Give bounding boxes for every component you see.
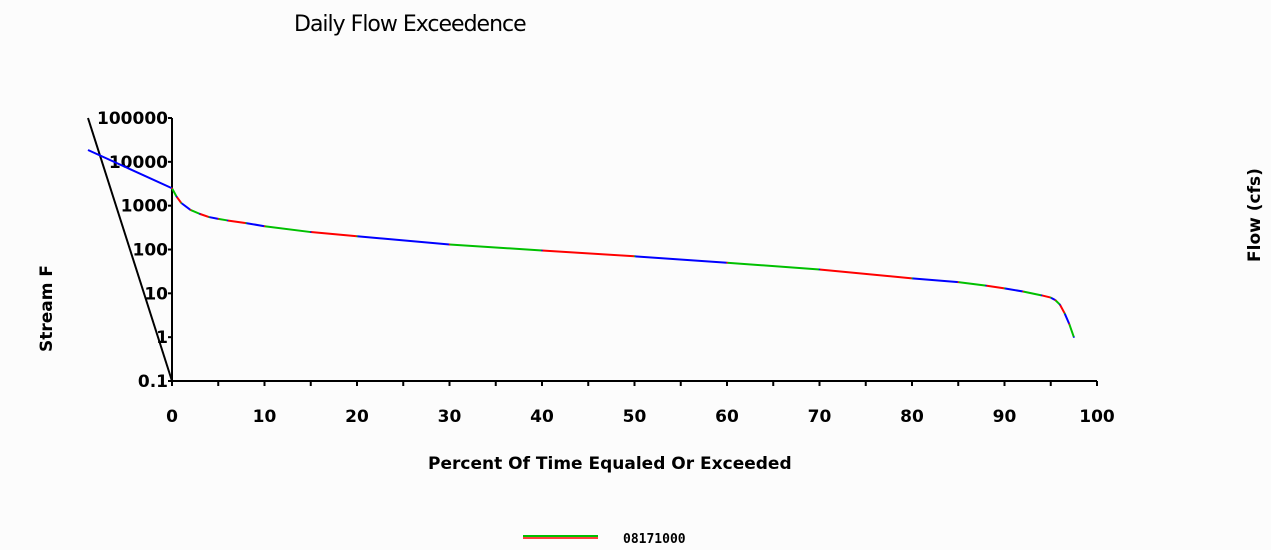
- series-point-2: [180, 202, 183, 204]
- y-tick-label-1: 1: [156, 328, 168, 348]
- series-segment-12: [449, 243, 543, 252]
- legend: 08171000: [523, 532, 686, 547]
- series-point-16: [818, 268, 821, 271]
- series-segment-18: [958, 281, 987, 287]
- series-point-15: [726, 261, 728, 264]
- x-tick-label-70: 70: [808, 407, 832, 427]
- series-point-24: [1054, 299, 1057, 301]
- pre-zero-trace: [87, 117, 173, 382]
- x-tick-label-10: 10: [253, 407, 277, 427]
- x-tick-labels: 0 10 20 30 40 50 60 70 80 90 100: [166, 407, 1115, 427]
- series-segment-15: [726, 261, 820, 271]
- legend-label-08171000: 08171000: [623, 532, 686, 547]
- series-point-8: [245, 222, 247, 224]
- series-segment-0: [171, 187, 178, 198]
- series-point-7: [226, 219, 229, 222]
- series-segment-13: [541, 249, 635, 258]
- series-point-23: [1049, 296, 1052, 299]
- series-segment-4: [199, 212, 210, 218]
- series-point-25: [1059, 303, 1061, 306]
- series-point-14: [633, 255, 636, 258]
- x-tick-label-20: 20: [345, 407, 369, 427]
- series-segment-19: [985, 284, 1005, 290]
- series-point-9: [263, 225, 266, 228]
- x-tick-label-50: 50: [623, 407, 647, 427]
- x-tick-label-0: 0: [166, 407, 178, 427]
- series-lead-segment: [87, 149, 173, 190]
- x-tick-label-40: 40: [530, 407, 554, 427]
- y-axis-label-left: Stream F: [37, 265, 57, 352]
- series-segment-27: [1068, 323, 1075, 338]
- series-segment-24: [1054, 299, 1061, 306]
- series-point-11: [356, 235, 358, 238]
- series-segment-10: [310, 231, 358, 238]
- y-tick-label-6: 100000: [97, 109, 168, 129]
- series-segment-11: [356, 235, 450, 246]
- series-segment-21: [1022, 290, 1042, 297]
- series-point-5: [208, 216, 210, 218]
- series-point-4: [198, 213, 201, 215]
- series-point-20: [1003, 287, 1006, 290]
- x-tick-label-30: 30: [438, 407, 462, 427]
- series-segment-17: [911, 277, 959, 284]
- x-axis-label: Percent Of Time Equaled Or Exceeded: [428, 454, 792, 474]
- y-tick-label-3: 100: [133, 241, 169, 261]
- y-tick-labels: 0.1 1 10 100 1000 10000 100000: [97, 109, 168, 392]
- series-point-28: [1073, 336, 1075, 338]
- series-point-22: [1040, 294, 1043, 297]
- series-segment-16: [819, 268, 913, 280]
- series-point-1: [175, 195, 178, 198]
- series-point-27: [1068, 323, 1071, 325]
- series-segment-9: [264, 225, 311, 234]
- series-point-12: [448, 243, 451, 246]
- series-segment-3: [190, 208, 201, 215]
- chart-title: Daily Flow Exceedence: [294, 12, 526, 37]
- series-segment-22: [1041, 294, 1051, 299]
- series-segment-7: [227, 219, 247, 225]
- x-tick-marks: [171, 381, 1098, 386]
- series-point-21: [1022, 290, 1024, 293]
- series-segment-23: [1050, 296, 1056, 301]
- y-tick-label-2: 10: [144, 284, 168, 304]
- series-point-6: [217, 218, 220, 220]
- x-tick-label-80: 80: [900, 407, 924, 427]
- y-tick-label-0: 0.1: [138, 372, 168, 392]
- series-point-0: [171, 187, 173, 190]
- x-tick-label-100: 100: [1079, 407, 1115, 427]
- series-segment-5: [208, 216, 219, 220]
- series-point-13: [541, 249, 543, 252]
- y-tick-label-5: 10000: [109, 153, 168, 173]
- series-segment-25: [1059, 304, 1066, 314]
- series-point-17: [911, 277, 913, 280]
- y-tick-label-4: 1000: [121, 197, 168, 217]
- series-08171000: [87, 149, 1075, 338]
- x-tick-label-90: 90: [993, 407, 1017, 427]
- series-segment-8: [245, 222, 265, 228]
- legend-swatch: [523, 535, 598, 539]
- series-point-19: [985, 284, 987, 287]
- x-tick-label-60: 60: [715, 407, 739, 427]
- series-segment-2: [180, 202, 192, 211]
- series-segment-26: [1063, 312, 1071, 325]
- series-point-26: [1063, 312, 1066, 315]
- y-axis-label-right: Flow (cfs): [1245, 168, 1265, 262]
- series-segment-1: [175, 196, 183, 204]
- series-segment-20: [1004, 287, 1024, 293]
- series-point-3: [189, 209, 192, 211]
- series-segment-14: [634, 255, 728, 264]
- y-tick-marks: [168, 117, 172, 382]
- series-segment-6: [218, 217, 228, 222]
- series-point-10: [309, 231, 312, 233]
- plot-area: 0 10 20 30 40 50 60 70 80 90 100 0.1 1 10 100 1000 1000…: [87, 109, 1115, 427]
- series-point-18: [957, 281, 960, 283]
